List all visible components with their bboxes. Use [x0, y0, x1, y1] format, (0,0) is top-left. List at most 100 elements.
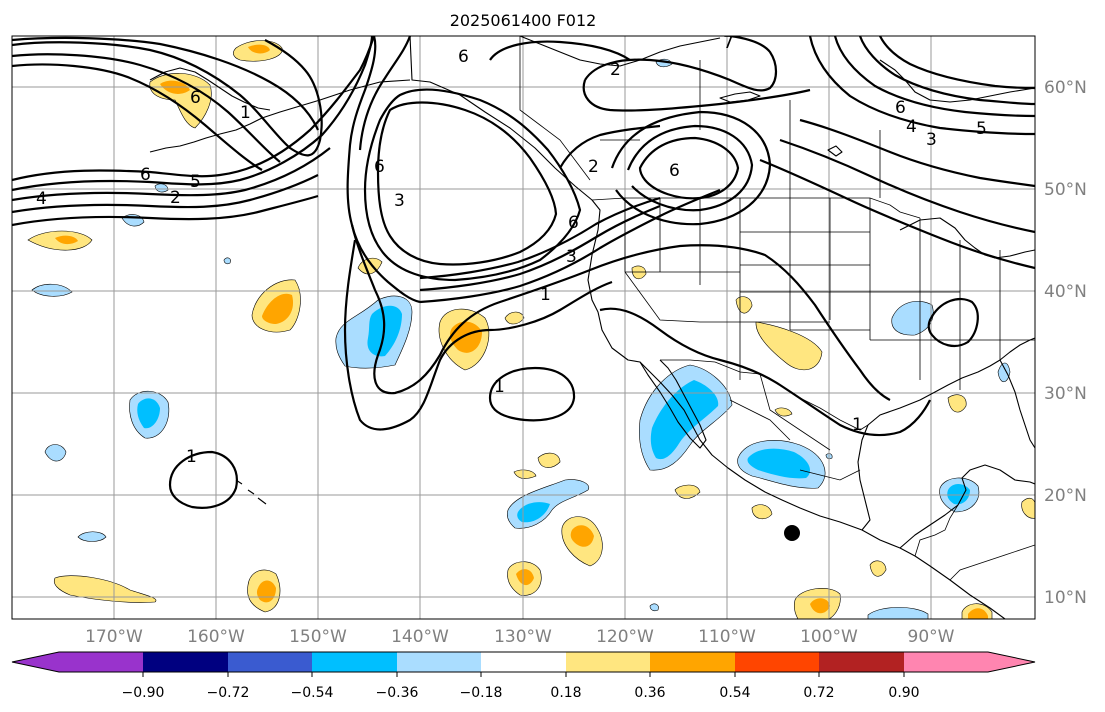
contour-label: 6 — [374, 157, 385, 177]
contour-line — [879, 36, 1035, 90]
graticule — [12, 36, 1035, 619]
map-panel: 6 6 2 6 5 2 4 6 3 6 3 1 1 2 6 6 4 3 5 1 … — [12, 36, 1035, 619]
coastlines — [149, 36, 1035, 619]
latitude-labels: 60°N 50°N 40°N 30°N 20°N 10°N — [1044, 78, 1087, 608]
colorbar-tick-label: −0.54 — [291, 685, 334, 701]
negative-anomaly-core — [947, 484, 970, 505]
longitude-label: 140°W — [391, 627, 449, 647]
positive-anomaly-area — [631, 265, 647, 280]
map-title: 2025061400 F012 — [450, 11, 597, 30]
negative-anomaly-core — [747, 448, 810, 479]
positive-anomaly-core — [55, 235, 78, 245]
contour-line — [759, 158, 1035, 270]
contour-label: 4 — [906, 117, 917, 137]
contour-line — [419, 204, 661, 292]
contour-line — [582, 79, 811, 112]
contour-line — [363, 88, 582, 282]
contour-label: 6 — [190, 88, 201, 108]
contour-line — [12, 63, 263, 171]
longitude-label: 130°W — [494, 627, 552, 647]
negative-anomaly-area — [154, 183, 169, 193]
colorbar-outline — [11, 651, 1036, 673]
contour-line — [12, 147, 331, 202]
contour-line — [12, 36, 320, 131]
negative-anomaly-area — [31, 283, 73, 297]
contour-line — [799, 118, 1035, 188]
positive-anomaly-core — [810, 598, 830, 614]
contour-line — [808, 36, 1035, 136]
coastline-mexico-gulf — [857, 337, 1035, 531]
colorbar-swatch — [228, 652, 313, 672]
positive-anomaly-core — [248, 44, 270, 54]
contour-line — [346, 36, 421, 304]
longitude-label: 100°W — [800, 627, 858, 647]
latitude-label: 60°N — [1044, 78, 1087, 98]
colorbar-swatch — [650, 652, 736, 672]
colorbar-tick-label: −0.18 — [460, 685, 503, 701]
colorbar: −0.90 −0.72 −0.54 −0.36 −0.18 0.18 0.36 … — [11, 651, 1036, 701]
negative-anomaly-area — [223, 257, 231, 265]
colorbar-swatch — [566, 652, 651, 672]
positive-anomaly-area — [513, 469, 537, 479]
negative-anomaly-core — [517, 502, 550, 523]
contour-label: 1 — [240, 103, 251, 123]
longitude-label: 90°W — [908, 627, 955, 647]
contour-label: 1 — [494, 377, 505, 397]
longitude-label: 120°W — [596, 627, 654, 647]
coastline-florida — [999, 359, 1035, 449]
contour-line — [358, 36, 412, 151]
colorbar-swatch — [481, 652, 567, 672]
contour-label: 6 — [140, 165, 151, 185]
contour-label: 2 — [610, 60, 621, 80]
negative-anomaly-area — [867, 607, 929, 619]
negative-anomaly-area — [997, 362, 1011, 383]
colorbar-tick-label: 0.36 — [634, 685, 665, 701]
coastline-hudson — [879, 59, 1035, 103]
contour-line — [638, 136, 740, 200]
colorbar-tick-label: −0.90 — [122, 685, 165, 701]
contour-label: 6 — [669, 161, 680, 181]
positive-anomaly-area — [504, 311, 525, 325]
colorbar-tick-label: −0.36 — [376, 685, 419, 701]
latitude-label: 40°N — [1044, 282, 1087, 302]
colorbar-tick-label: 0.90 — [888, 685, 919, 701]
contour-line — [599, 307, 931, 437]
contour-label: 3 — [394, 191, 405, 211]
contour-label: 4 — [36, 189, 47, 209]
contour-line — [168, 450, 238, 509]
contour-label: 1 — [540, 285, 551, 305]
colorbar-ticks — [142, 672, 905, 677]
contour-label: 5 — [976, 119, 987, 139]
contour-label: 3 — [566, 247, 577, 267]
border-central-america — [949, 544, 1035, 581]
contour-line — [376, 101, 558, 266]
colorbar-swatch — [312, 652, 398, 672]
contour-line — [626, 124, 754, 212]
positive-anomaly-core — [570, 525, 594, 547]
contour-line — [927, 297, 979, 348]
latitude-label: 20°N — [1044, 486, 1087, 506]
contour-line — [584, 36, 778, 92]
contour-line — [350, 224, 891, 401]
coastline-yucatan — [899, 464, 1035, 549]
positive-anomaly-area — [1021, 497, 1035, 519]
coastline-great-lakes — [899, 217, 1035, 259]
negative-anomaly-core — [137, 398, 160, 429]
contour-value-labels: 6 6 2 6 5 2 4 6 3 6 3 1 1 2 6 6 4 3 5 1 … — [36, 36, 987, 467]
positive-anomaly-core — [968, 608, 988, 619]
colorbar-extend-left — [12, 652, 59, 672]
colorbar-tick-label: 0.18 — [550, 685, 581, 701]
coastline-island — [827, 145, 843, 157]
contour-line — [489, 40, 631, 61]
longitude-label: 160°W — [187, 627, 245, 647]
contour-label: 3 — [926, 130, 937, 150]
colorbar-tick-label: 0.54 — [719, 685, 750, 701]
contour-line — [559, 124, 661, 169]
contour-line — [12, 53, 281, 163]
colorbar-tick-label: 0.72 — [803, 685, 834, 701]
contour-line — [779, 138, 1035, 234]
contour-label: 6 — [458, 47, 469, 67]
border-mexico-states — [729, 373, 861, 481]
longitude-label: 110°W — [698, 627, 756, 647]
